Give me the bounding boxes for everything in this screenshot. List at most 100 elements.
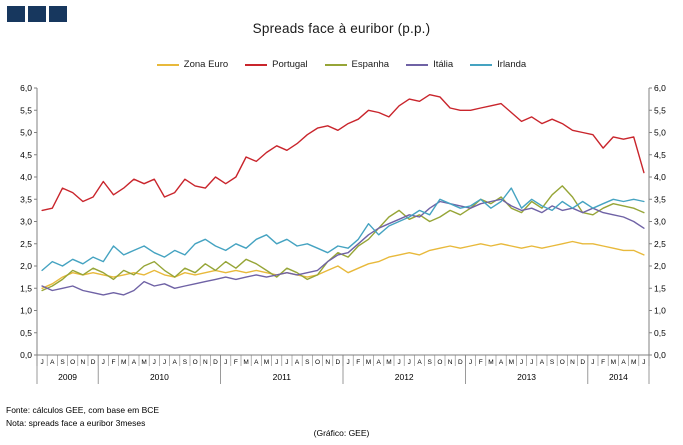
svg-text:J: J (224, 359, 227, 366)
svg-text:J: J (40, 359, 43, 366)
svg-text:S: S (60, 359, 65, 366)
svg-text:M: M (386, 359, 391, 366)
source-note: Fonte: cálculos GEE, com base em BCE (6, 405, 160, 415)
svg-text:M: M (141, 359, 146, 366)
svg-text:D: D (458, 359, 463, 366)
svg-text:N: N (325, 359, 330, 366)
svg-text:F: F (356, 359, 360, 366)
svg-text:S: S (183, 359, 188, 366)
svg-text:5,0: 5,0 (20, 128, 32, 138)
svg-text:J: J (102, 359, 105, 366)
svg-text:1,5: 1,5 (20, 283, 32, 293)
svg-text:A: A (50, 359, 55, 366)
svg-text:A: A (295, 359, 300, 366)
legend-item-italia: Itália (406, 59, 453, 70)
svg-text:J: J (530, 359, 533, 366)
svg-text:D: D (580, 359, 585, 366)
legend-item-irlanda: Irlanda (470, 59, 526, 70)
chart-title: Spreads face à euribor (p.p.) (252, 21, 431, 36)
svg-text:2014: 2014 (609, 372, 628, 382)
svg-text:3,0: 3,0 (20, 217, 32, 227)
x-axis-year-labels: 2009 2010 2011 2012 2013 2014 (36, 355, 650, 384)
svg-text:2,0: 2,0 (20, 261, 32, 271)
svg-text:2,0: 2,0 (654, 261, 666, 271)
svg-text:A: A (540, 359, 545, 366)
svg-text:A: A (254, 359, 259, 366)
svg-text:2012: 2012 (395, 372, 414, 382)
svg-text:4,5: 4,5 (20, 150, 32, 160)
logo-square (28, 6, 46, 22)
svg-text:1,0: 1,0 (654, 306, 666, 316)
legend-swatch-icon (156, 63, 179, 66)
svg-text:M: M (264, 359, 269, 366)
svg-text:6,0: 6,0 (20, 83, 32, 93)
svg-text:O: O (193, 359, 198, 366)
legend-swatch-icon (406, 63, 429, 66)
legend-swatch-icon (324, 63, 347, 66)
legend-swatch-icon (245, 63, 268, 66)
svg-text:N: N (203, 359, 208, 366)
legend-label: Itália (433, 59, 454, 70)
svg-text:4,5: 4,5 (654, 150, 666, 160)
svg-text:N: N (81, 359, 86, 366)
svg-text:N: N (570, 359, 575, 366)
svg-text:A: A (377, 359, 382, 366)
svg-text:A: A (417, 359, 422, 366)
svg-text:5,5: 5,5 (654, 105, 666, 115)
svg-text:J: J (520, 359, 523, 366)
svg-text:2,5: 2,5 (654, 239, 666, 249)
svg-text:J: J (275, 359, 278, 366)
svg-text:2013: 2013 (517, 372, 536, 382)
svg-text:2010: 2010 (150, 372, 169, 382)
svg-text:1,0: 1,0 (20, 306, 32, 316)
svg-text:D: D (91, 359, 96, 366)
svg-text:6,0: 6,0 (654, 83, 666, 93)
y-axis-labels: 0,0 0,0 0,5 0,5 1,0 1,0 1,5 1,5 2,0 2,0 2,5 2,5 3,0 3… (20, 83, 666, 360)
svg-text:J: J (408, 359, 411, 366)
logo-square (49, 6, 67, 22)
series-line-irlanda (41, 187, 645, 272)
series-line-zona-euro (41, 240, 645, 290)
svg-text:F: F (234, 359, 238, 366)
svg-text:3,0: 3,0 (654, 217, 666, 227)
svg-text:F: F (479, 359, 483, 366)
svg-text:4,0: 4,0 (20, 172, 32, 182)
svg-text:J: J (285, 359, 288, 366)
svg-text:J: J (591, 359, 594, 366)
svg-text:J: J (346, 359, 349, 366)
svg-text:2009: 2009 (58, 372, 77, 382)
svg-text:J: J (469, 359, 472, 366)
svg-text:3,5: 3,5 (654, 194, 666, 204)
legend-label: Portugal (272, 59, 308, 70)
svg-text:4,0: 4,0 (654, 172, 666, 182)
svg-text:M: M (366, 359, 371, 366)
legend-label: Irlanda (497, 59, 527, 70)
svg-text:A: A (132, 359, 137, 366)
svg-text:0,0: 0,0 (20, 350, 32, 360)
svg-text:S: S (428, 359, 433, 366)
series-line-portugal (41, 94, 645, 212)
svg-text:M: M (509, 359, 514, 366)
legend-item-portugal: Portugal (245, 59, 308, 70)
legend-item-espanha: Espanha (324, 59, 390, 70)
svg-text:F: F (112, 359, 116, 366)
svg-text:J: J (153, 359, 156, 366)
svg-text:M: M (611, 359, 616, 366)
series-line-italia (41, 198, 645, 296)
svg-text:5,0: 5,0 (654, 128, 666, 138)
legend-label: Espanha (351, 59, 390, 70)
svg-text:M: M (631, 359, 636, 366)
spreads-line-chart: 0,0 0,0 0,5 0,5 1,0 1,0 1,5 1,5 2,0 2,0 2,5 2,5 3,0 3… (20, 83, 666, 384)
svg-text:0,5: 0,5 (654, 328, 666, 338)
series-line-espanha (41, 185, 645, 292)
logo-square (7, 6, 25, 22)
svg-text:O: O (315, 359, 320, 366)
legend-label: Zona Euro (183, 59, 229, 70)
svg-text:0,0: 0,0 (654, 350, 666, 360)
svg-text:3,5: 3,5 (20, 194, 32, 204)
svg-text:O: O (70, 359, 75, 366)
credit-note: (Gráfico: GEE) (313, 428, 370, 438)
svg-text:S: S (550, 359, 555, 366)
svg-text:A: A (173, 359, 178, 366)
